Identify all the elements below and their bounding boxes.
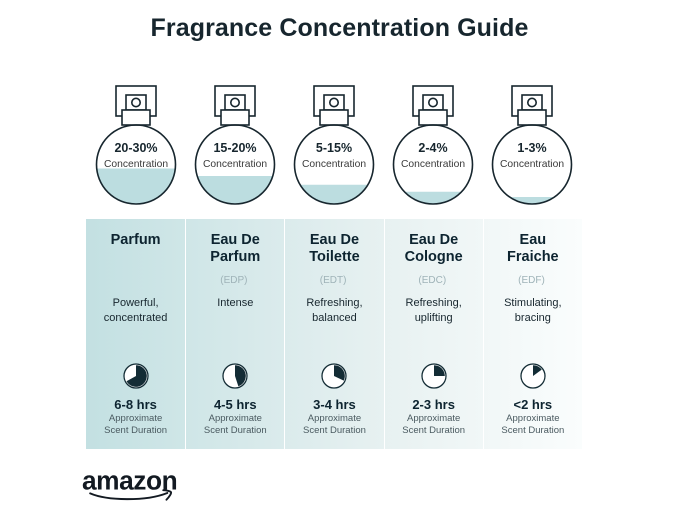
svg-text:Concentration: Concentration	[203, 159, 267, 170]
svg-text:1-3%: 1-3%	[518, 141, 547, 155]
svg-text:Concentration: Concentration	[104, 159, 168, 170]
svg-text:Concentration: Concentration	[401, 159, 465, 170]
svg-text:Concentration: Concentration	[302, 159, 366, 170]
svg-text:2-4%: 2-4%	[419, 141, 448, 155]
svg-text:5-15%: 5-15%	[316, 141, 352, 155]
svg-text:15-20%: 15-20%	[213, 141, 256, 155]
svg-text:Concentration: Concentration	[500, 159, 564, 170]
svg-text:20-30%: 20-30%	[114, 141, 157, 155]
